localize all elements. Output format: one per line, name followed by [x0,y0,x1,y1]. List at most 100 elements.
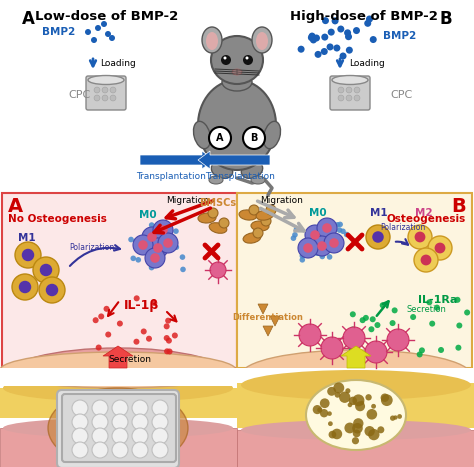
Circle shape [300,253,305,259]
Circle shape [209,127,231,149]
Ellipse shape [209,176,223,184]
Bar [237,383,474,428]
Circle shape [298,46,305,53]
Circle shape [72,414,88,430]
Text: Migration: Migration [166,196,210,205]
Circle shape [221,55,231,65]
Text: M1: M1 [370,208,388,218]
Circle shape [345,388,350,393]
Circle shape [166,338,172,344]
Circle shape [173,244,179,250]
Circle shape [434,304,440,311]
Circle shape [390,416,395,421]
Circle shape [350,311,356,317]
Circle shape [180,267,186,272]
Circle shape [72,428,88,444]
Bar [0,368,237,386]
Circle shape [370,316,376,322]
Ellipse shape [306,380,406,450]
Text: CPC: CPC [68,90,90,100]
Circle shape [320,227,326,233]
Text: Secretion: Secretion [407,305,447,314]
Circle shape [12,274,38,300]
Circle shape [110,87,116,93]
Circle shape [292,232,298,238]
Circle shape [339,391,350,403]
FancyBboxPatch shape [57,390,179,467]
Text: M1: M1 [18,233,36,243]
Ellipse shape [3,374,233,402]
Ellipse shape [206,32,218,50]
Circle shape [158,233,178,253]
Circle shape [136,257,141,262]
Ellipse shape [222,73,252,91]
Circle shape [165,318,171,324]
Circle shape [455,297,460,303]
FancyArrow shape [341,346,371,368]
Circle shape [308,34,315,41]
Circle shape [366,409,377,419]
Circle shape [298,238,318,258]
Circle shape [110,95,116,101]
Ellipse shape [3,418,233,438]
Circle shape [344,232,349,237]
Circle shape [15,242,41,268]
Circle shape [327,43,334,50]
Bar [0,388,237,418]
Circle shape [324,233,344,253]
Circle shape [102,95,108,101]
Circle shape [337,227,342,233]
Circle shape [345,33,352,40]
Circle shape [322,223,332,233]
Circle shape [327,387,336,396]
Circle shape [335,222,340,228]
Circle shape [243,127,265,149]
Circle shape [353,430,361,437]
Circle shape [144,236,149,242]
Circle shape [360,317,365,323]
Text: Osteogenesis: Osteogenesis [387,214,466,224]
Bar [2,193,237,368]
Text: Transplantation: Transplantation [136,172,206,181]
Circle shape [105,31,111,37]
Circle shape [377,426,384,433]
Circle shape [374,322,381,328]
Circle shape [368,326,374,332]
Text: A: A [216,133,224,143]
Text: Polarization: Polarization [69,243,115,252]
Circle shape [22,249,34,261]
Circle shape [163,238,173,248]
Ellipse shape [193,121,210,149]
Text: B: B [451,197,466,216]
Circle shape [142,227,162,247]
FancyArrow shape [103,346,133,368]
Ellipse shape [241,370,471,400]
Circle shape [347,403,352,407]
Ellipse shape [252,27,272,53]
Circle shape [96,345,101,351]
Circle shape [143,244,148,249]
Circle shape [92,414,108,430]
Circle shape [419,347,425,354]
Text: B: B [250,133,258,143]
Circle shape [317,407,322,412]
Text: M0: M0 [309,208,327,218]
Circle shape [410,314,416,320]
Polygon shape [263,326,273,336]
Circle shape [266,205,276,215]
Circle shape [313,35,320,42]
Ellipse shape [202,27,222,53]
Circle shape [381,394,392,406]
Circle shape [72,400,88,416]
Circle shape [365,341,387,363]
Text: IL-1Ra: IL-1Ra [418,295,457,305]
Circle shape [159,233,164,239]
Circle shape [46,284,58,296]
Ellipse shape [198,213,216,223]
Polygon shape [258,304,268,314]
Circle shape [327,411,332,416]
Circle shape [134,295,140,301]
Text: B: B [439,10,452,28]
Circle shape [152,442,168,458]
Circle shape [370,36,377,43]
